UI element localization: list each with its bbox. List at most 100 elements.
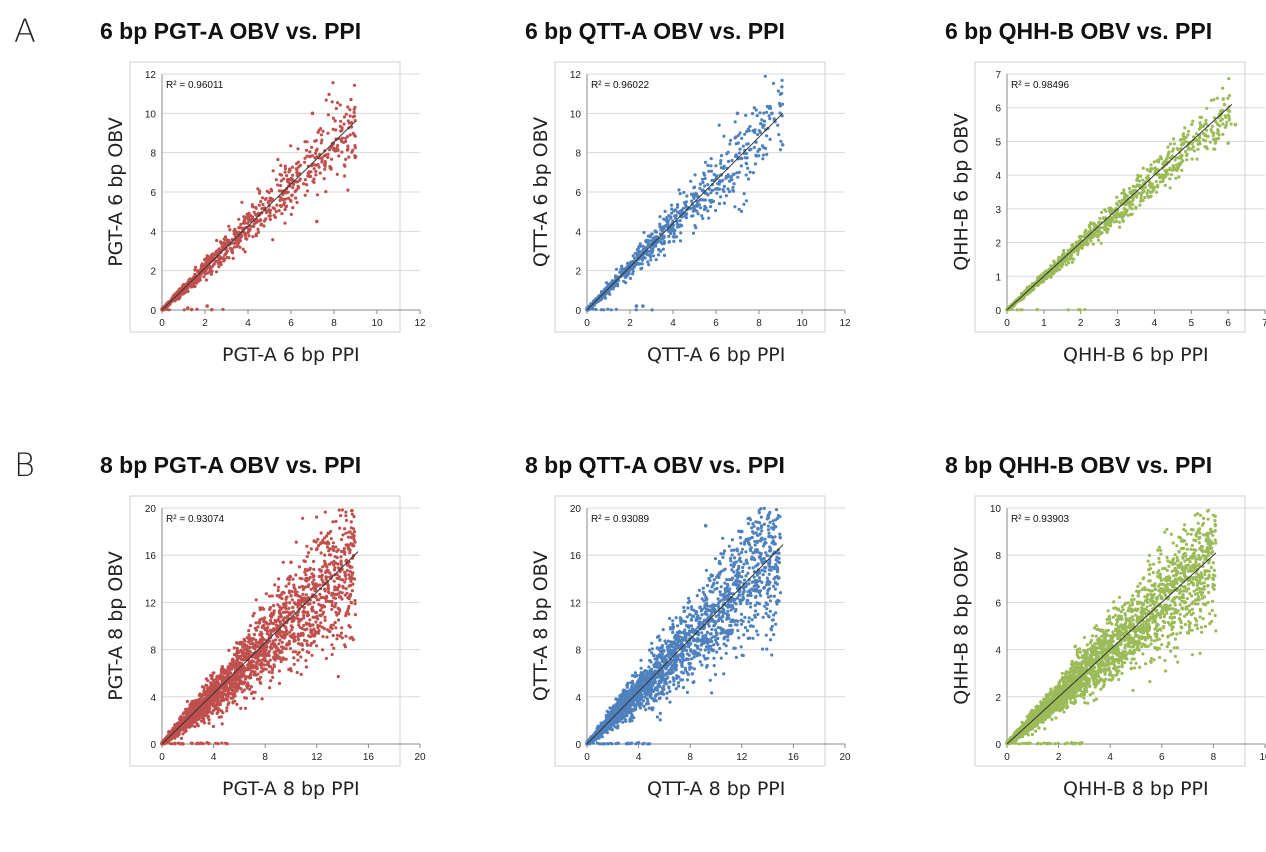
data-point [327,113,330,116]
data-point [339,555,342,558]
data-point [781,143,785,147]
data-point [736,176,739,179]
data-point [332,128,335,131]
data-point [351,583,354,586]
data-point [255,662,258,665]
y-axis-label: QTT-A 6 bp OBV [530,117,552,267]
data-point [1195,138,1198,141]
data-point [238,238,241,241]
data-point [694,192,697,195]
data-point [330,643,333,646]
r-squared-label: R² = 0.98496 [1011,80,1070,91]
data-point [251,235,254,238]
data-point [327,93,330,96]
data-point [199,278,202,281]
data-point [730,175,733,178]
data-point [1169,142,1172,145]
data-point [704,161,707,164]
data-point [305,593,308,596]
data-point [195,282,198,285]
data-point [321,635,324,638]
data-point [334,626,337,629]
data-point [335,107,338,110]
data-point [347,605,350,608]
data-point [736,112,740,116]
data-point [1109,221,1112,224]
data-point [326,132,329,135]
data-point [723,165,726,168]
data-point [353,84,356,87]
data-point [349,114,352,117]
data-point [682,191,685,194]
data-point [1148,184,1151,187]
data-point [779,93,782,96]
data-point [194,266,197,269]
data-point [186,290,189,293]
data-point [314,170,317,173]
data-point [337,154,340,157]
data-point [309,576,312,579]
data-point [667,241,670,244]
data-point [1128,202,1131,205]
data-point [1071,261,1074,264]
data-point [268,215,271,218]
data-point [319,596,322,599]
data-point [1190,142,1193,145]
data-point [333,588,336,591]
data-point [710,157,713,160]
data-point [1062,251,1065,254]
data-point [206,255,209,258]
data-point [334,520,337,523]
data-point [321,130,324,133]
data-point [275,624,278,627]
data-point [1083,234,1086,237]
data-point [1089,221,1092,224]
data-point [224,235,227,238]
data-point [1172,137,1175,140]
data-point [296,180,299,183]
data-point [728,190,731,193]
data-point [1164,184,1167,187]
data-point [274,620,277,623]
data-point [1145,191,1148,194]
data-point [696,203,699,206]
data-point [1202,125,1205,128]
data-point [353,111,356,114]
data-point [1216,122,1219,125]
data-point [654,230,657,233]
data-point [606,308,609,311]
data-point [1088,237,1091,240]
chart-title: 8 bp PGT-A OBV vs. PPI [100,452,460,479]
data-point [1184,150,1187,153]
data-point [190,308,193,311]
data-point [239,223,242,226]
data-point [1212,147,1215,150]
data-point [1149,167,1152,170]
data-point [341,137,344,140]
data-point [278,682,281,685]
data-point [1100,211,1103,214]
data-point [329,626,332,629]
data-point [734,155,737,158]
data-point [1123,195,1126,198]
data-point [679,239,682,242]
data-point [1182,142,1185,145]
data-point [324,511,327,514]
data-point [1212,134,1215,137]
data-point [640,267,643,270]
data-point [670,204,673,207]
data-point [312,177,315,180]
data-point [306,189,309,192]
data-point [234,694,237,697]
data-point [297,621,300,624]
data-point [344,577,347,580]
data-point [657,248,660,251]
data-point [269,197,272,200]
data-point [307,583,310,586]
data-point [343,547,346,550]
data-point [720,154,723,157]
data-point [275,645,278,648]
data-point [186,306,190,310]
data-point [1138,204,1141,207]
